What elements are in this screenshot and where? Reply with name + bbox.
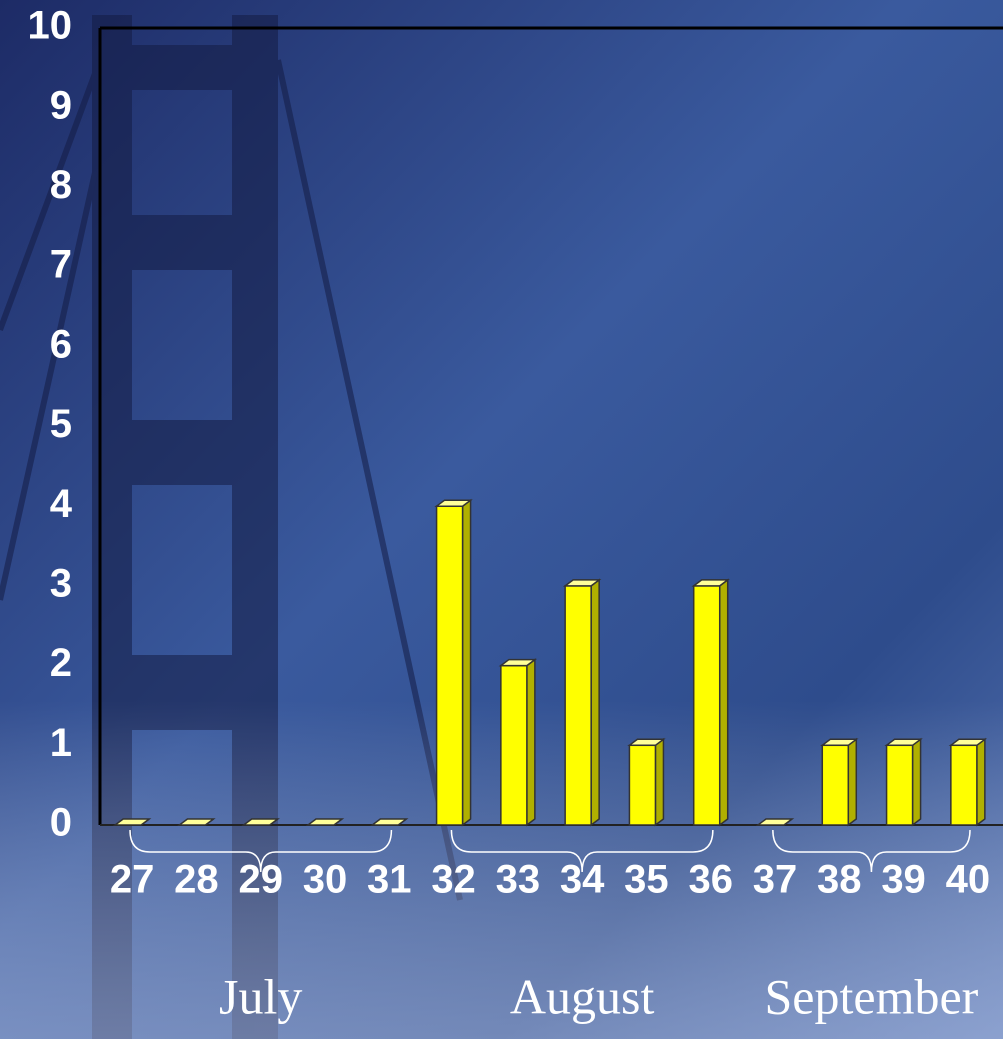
group-label: August bbox=[510, 968, 655, 1024]
x-tick-label: 31 bbox=[367, 858, 412, 902]
bar bbox=[629, 745, 655, 825]
y-tick-label: 3 bbox=[50, 561, 72, 605]
bar-side bbox=[913, 739, 921, 825]
bar-side bbox=[591, 580, 599, 825]
group-label: September bbox=[765, 968, 979, 1024]
bar-side bbox=[977, 739, 985, 825]
x-tick-label: 33 bbox=[496, 858, 541, 902]
bar-side bbox=[848, 739, 856, 825]
bar-side bbox=[655, 739, 663, 825]
x-tick-label: 30 bbox=[303, 858, 348, 902]
x-tick-label: 32 bbox=[431, 858, 476, 902]
bar bbox=[822, 745, 848, 825]
y-tick-label: 6 bbox=[50, 322, 72, 366]
x-tick-label: 36 bbox=[688, 858, 733, 902]
y-tick-label: 9 bbox=[50, 83, 72, 127]
bar-side bbox=[527, 660, 535, 825]
y-tick-label: 2 bbox=[50, 641, 72, 685]
bar bbox=[437, 506, 463, 825]
bar bbox=[951, 745, 977, 825]
bar bbox=[501, 666, 527, 825]
y-tick-label: 5 bbox=[50, 402, 72, 446]
x-tick-label: 37 bbox=[753, 858, 798, 902]
x-tick-label: 27 bbox=[110, 858, 155, 902]
bar bbox=[694, 586, 720, 825]
group-label: July bbox=[219, 968, 302, 1024]
y-tick-label: 4 bbox=[50, 482, 73, 526]
y-tick-label: 1 bbox=[50, 721, 72, 765]
x-tick-label: 40 bbox=[946, 858, 991, 902]
y-tick-label: 7 bbox=[50, 243, 72, 287]
bar bbox=[887, 745, 913, 825]
y-tick-label: 0 bbox=[50, 801, 72, 845]
chart: 0123456789102728293031323334353637383940… bbox=[0, 0, 1003, 1039]
bar-side bbox=[720, 580, 728, 825]
x-tick-label: 38 bbox=[817, 858, 862, 902]
x-tick-label: 39 bbox=[881, 858, 926, 902]
bar bbox=[565, 586, 591, 825]
y-tick-label: 10 bbox=[28, 4, 73, 48]
x-tick-label: 28 bbox=[174, 858, 219, 902]
x-tick-label: 35 bbox=[624, 858, 669, 902]
bar-side bbox=[463, 500, 471, 825]
y-tick-label: 8 bbox=[50, 163, 72, 207]
